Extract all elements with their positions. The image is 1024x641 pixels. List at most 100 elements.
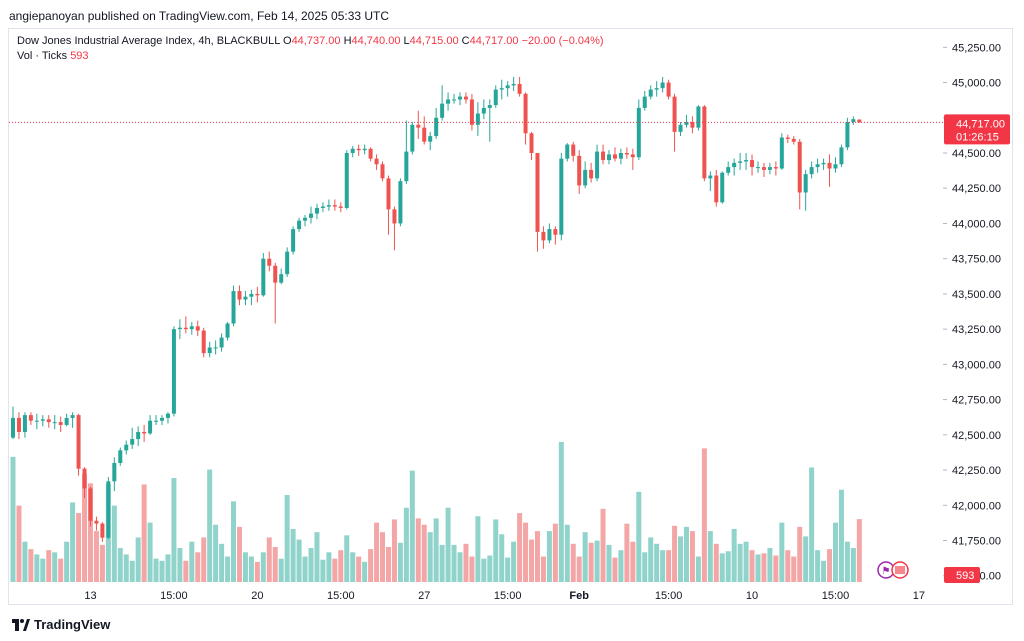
candle-body (291, 229, 296, 252)
volume-bar (725, 551, 731, 582)
candle-body (201, 330, 206, 354)
volume-bar (111, 505, 117, 582)
volume-bar (153, 558, 159, 582)
volume-bar (672, 525, 678, 582)
volume-bar (332, 558, 338, 582)
volume-bar (600, 508, 606, 582)
volume-bar (278, 558, 284, 582)
candle-body (136, 432, 141, 440)
candle-body (16, 417, 21, 432)
candle-body (535, 153, 540, 232)
volume-bar (165, 554, 171, 582)
volume-bar (582, 532, 588, 582)
candle-body (809, 167, 814, 175)
volume-bar (779, 522, 785, 582)
candle-body (22, 415, 27, 432)
volume-bar (368, 549, 374, 582)
time-tick-label: Feb (569, 590, 589, 602)
candle-body (326, 205, 331, 207)
candle-body (624, 153, 629, 155)
candle-body (618, 153, 623, 159)
volume-bar (231, 501, 237, 582)
volume-bar (374, 522, 380, 582)
volume-bar (129, 560, 135, 582)
candle-body (630, 154, 635, 158)
candle-body (285, 251, 290, 275)
legend-symbol-row: Dow Jones Industrial Average Index, 4h, … (17, 34, 604, 49)
candle-body (106, 481, 111, 538)
candle-body (845, 122, 850, 148)
candle-body (767, 167, 772, 170)
candle-body (267, 258, 272, 266)
open-label: O (283, 35, 292, 47)
candle-body (458, 96, 462, 100)
candle-body (70, 415, 75, 418)
price-tick-label: 42,250.00 (952, 465, 1001, 477)
volume-bar (326, 552, 332, 582)
candle-body (726, 167, 731, 173)
candle-body (428, 136, 433, 142)
volume-bar (290, 528, 296, 582)
volume-bar (320, 559, 326, 582)
volume-bar (409, 470, 415, 582)
volume-bar (832, 522, 838, 582)
candle-body (279, 274, 284, 283)
volume-bar (141, 484, 147, 582)
candle-body (112, 463, 117, 482)
candle-body (434, 117, 439, 137)
volume-bar (552, 523, 558, 582)
volume-bar (517, 513, 523, 582)
volume-bar (201, 537, 207, 582)
candle-body (231, 291, 236, 324)
published-by-header: angiepanoyan published on TradingView.co… (9, 9, 390, 23)
volume-bar (755, 554, 761, 582)
volume-bar (350, 552, 356, 582)
candle-body (350, 148, 355, 153)
volume-bar (660, 550, 666, 582)
time-tick-label: 15:00 (494, 590, 522, 602)
volume-bar (576, 556, 582, 582)
volume-bar (683, 526, 689, 582)
candle-body (171, 329, 176, 414)
volume-bar (82, 473, 88, 582)
volume-bar (838, 489, 844, 582)
volume-label[interactable]: Vol · Ticks (17, 50, 68, 62)
candle-body (237, 291, 242, 300)
candle-body (601, 151, 606, 161)
candle-body (219, 337, 224, 348)
volume-bar (487, 555, 493, 582)
candle-body (648, 89, 653, 97)
candle-body (261, 258, 266, 296)
candle-body (338, 206, 343, 208)
event-flag-glyph: ⚑ (882, 566, 891, 577)
high-value: 44,740.00 (351, 35, 401, 47)
candle-body (511, 83, 516, 86)
time-tick-label: 10 (746, 590, 758, 602)
time-tick-label: 15:00 (160, 590, 188, 602)
candle-body (130, 439, 135, 445)
volume-bar (719, 553, 725, 582)
candle-body (94, 520, 99, 524)
change-value: −20.00 (−0.04%) (521, 35, 604, 47)
candle-body (857, 119, 862, 123)
volume-bar (135, 537, 141, 582)
symbol-title[interactable]: Dow Jones Industrial Average Index, 4h, … (17, 35, 280, 47)
volume-bar (123, 554, 129, 582)
volume-badge-label: 593 (956, 570, 974, 582)
price-tick-label: 45,250.00 (952, 42, 1001, 54)
candle-body (344, 153, 349, 208)
volume-bar (421, 524, 427, 582)
candle-body (165, 413, 170, 418)
candle-body (416, 124, 421, 128)
volume-bar (314, 532, 320, 582)
candle-body (833, 164, 838, 169)
volume-bar (427, 532, 433, 582)
candle-body (791, 138, 796, 142)
candle-body (523, 93, 528, 134)
volume-bar (248, 556, 254, 582)
candle-body (702, 106, 707, 179)
volume-bar (523, 522, 529, 582)
event-flags: ⚑ (877, 561, 909, 579)
price-tick-label: 41,750.00 (952, 536, 1001, 548)
